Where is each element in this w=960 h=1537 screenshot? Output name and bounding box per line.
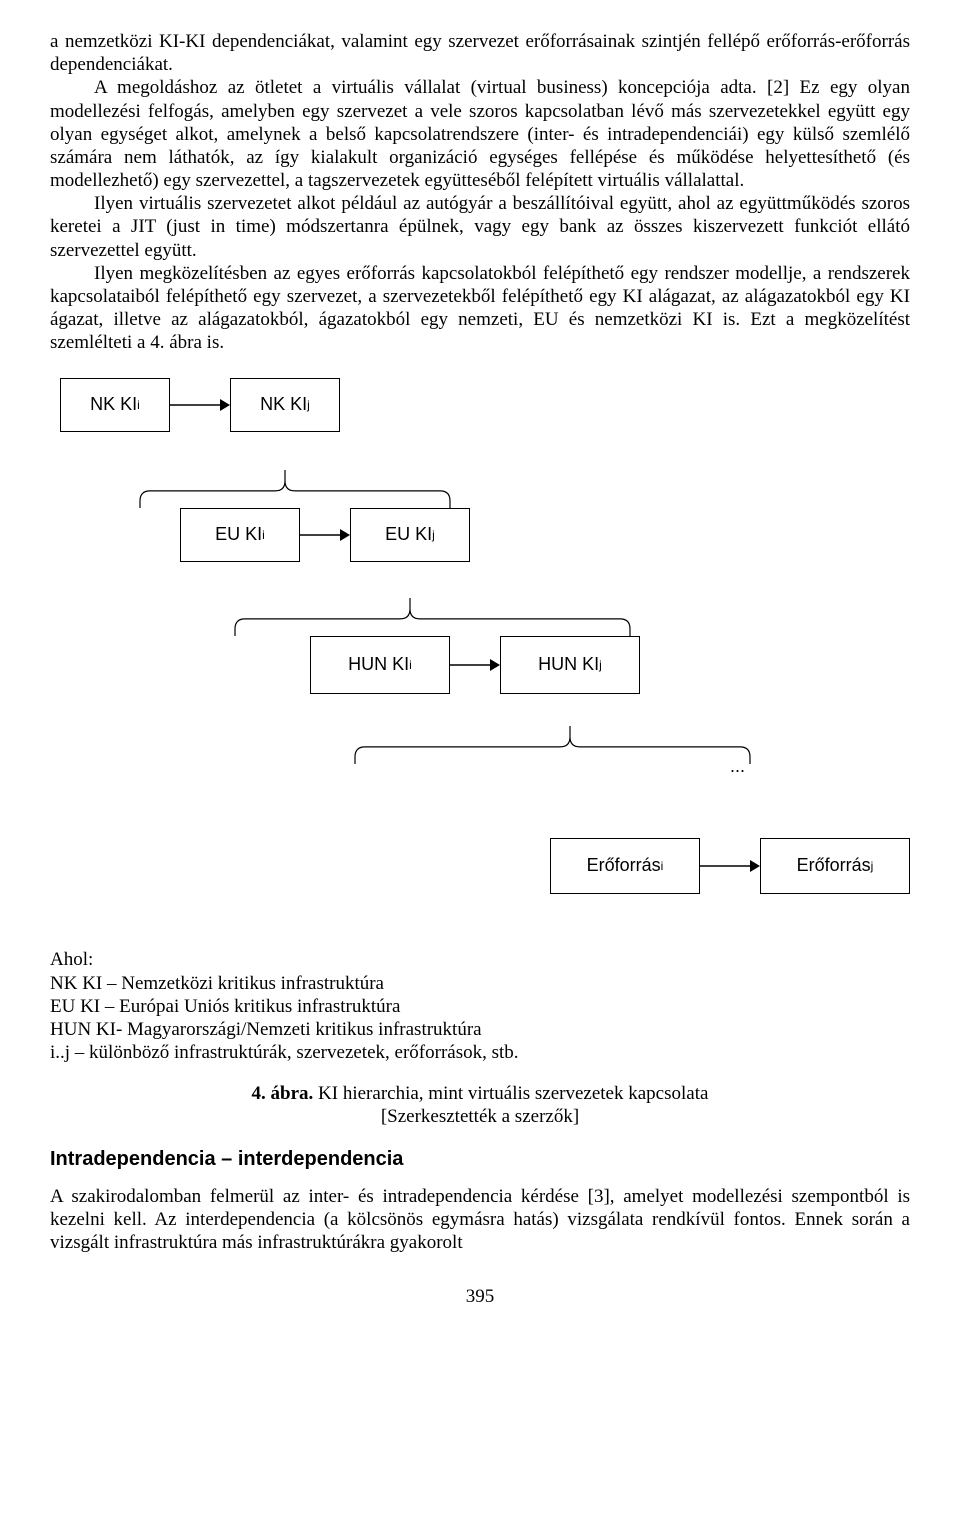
legend-line: EU KI – Európai Uniós kritikus infrastru… xyxy=(50,995,910,1018)
figure-caption: 4. ábra. KI hierarchia, mint virtuális s… xyxy=(50,1082,910,1128)
bracket-icon xyxy=(140,470,450,508)
bracket-icon xyxy=(235,598,630,636)
bracket-icon xyxy=(355,726,750,764)
paragraph-after: A szakirodalomban felmerül az inter- és … xyxy=(50,1185,910,1255)
section-heading: Intradependencia – interdependencia xyxy=(50,1147,910,1171)
page-number: 395 xyxy=(50,1285,910,1308)
arrow-right-icon xyxy=(450,655,500,675)
diagram-node: HUN KIi xyxy=(310,636,450,694)
legend-heading: Ahol: xyxy=(50,948,910,971)
arrow-right-icon xyxy=(300,525,350,545)
diagram-node: Erőforrási xyxy=(550,838,700,894)
legend-line: HUN KI- Magyarországi/Nemzeti kritikus i… xyxy=(50,1018,910,1041)
paragraph-2: A megoldáshoz az ötletet a virtuális vál… xyxy=(50,76,910,192)
legend-line: NK KI – Nemzetközi kritikus infrastruktú… xyxy=(50,972,910,995)
figure-caption-sub: [Szerkesztették a szerzők] xyxy=(381,1106,579,1127)
diagram-node: NK KIi xyxy=(60,378,170,432)
hierarchy-diagram: ... NK KIiNK KIjEU KIiEU KIjHUN KIiHUN K… xyxy=(50,378,910,938)
diagram-node: NK KIj xyxy=(230,378,340,432)
diagram-node: Erőforrásj xyxy=(760,838,910,894)
diagram-node: EU KIi xyxy=(180,508,300,562)
legend-line: i..j – különböző infrastruktúrák, szerve… xyxy=(50,1041,910,1064)
page: a nemzetközi KI-KI dependenciákat, valam… xyxy=(0,0,960,1348)
diagram-node: EU KIj xyxy=(350,508,470,562)
paragraph-1: a nemzetközi KI-KI dependenciákat, valam… xyxy=(50,30,910,76)
paragraph-3: Ilyen virtuális szervezetet alkot példáu… xyxy=(50,192,910,262)
figure-caption-rest: KI hierarchia, mint virtuális szervezete… xyxy=(313,1083,708,1104)
arrow-right-icon xyxy=(170,395,230,415)
figure-caption-bold: 4. ábra. xyxy=(252,1083,314,1104)
paragraph-4: Ilyen megközelítésben az egyes erőforrás… xyxy=(50,262,910,355)
arrow-right-icon xyxy=(700,856,760,876)
legend-block: Ahol: NK KI – Nemzetközi kritikus infras… xyxy=(50,948,910,1064)
diagram-node: HUN KIj xyxy=(500,636,640,694)
